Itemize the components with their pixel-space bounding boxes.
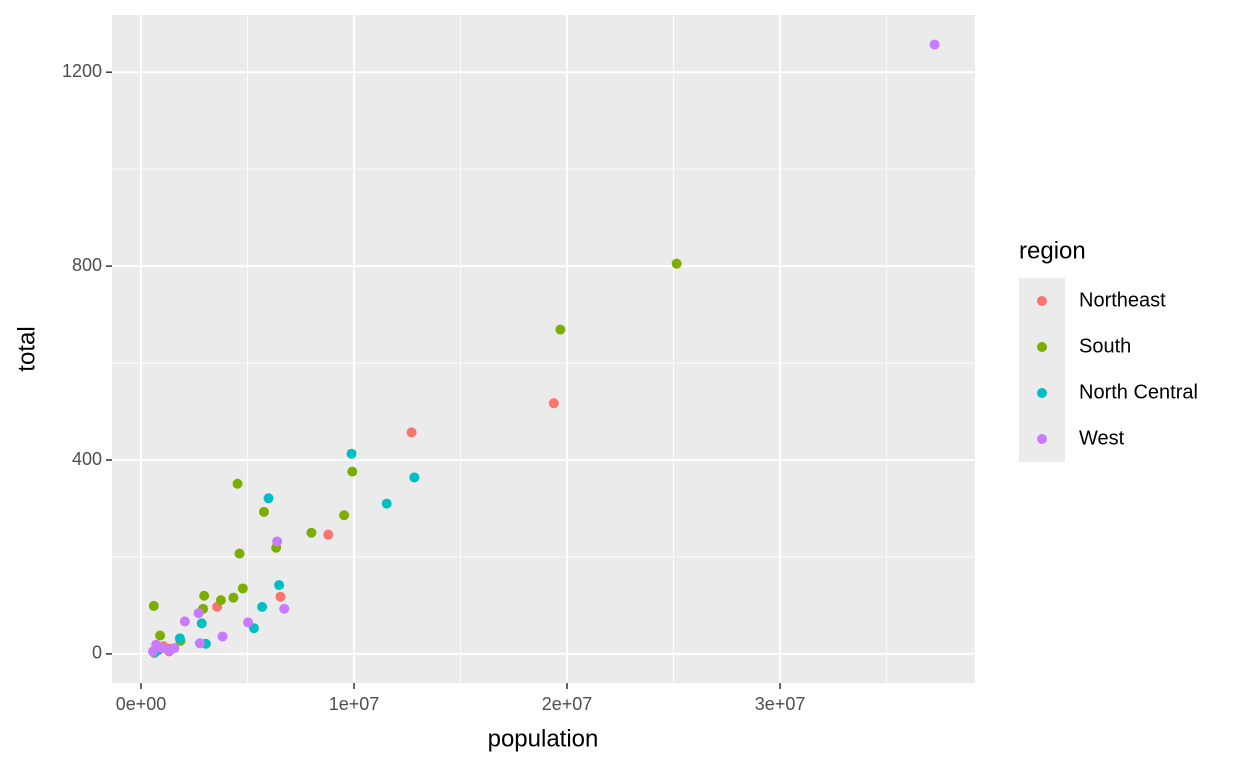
point xyxy=(148,600,159,611)
legend-label: West xyxy=(1079,427,1125,449)
point xyxy=(179,616,190,627)
point xyxy=(243,617,254,628)
panel xyxy=(112,15,975,683)
point xyxy=(147,646,158,657)
grid xyxy=(112,15,975,683)
point xyxy=(199,590,210,601)
legend-label: South xyxy=(1079,335,1131,357)
point xyxy=(381,498,392,509)
x-tick-label: 2e+07 xyxy=(542,694,593,714)
point xyxy=(548,398,559,409)
points xyxy=(147,39,940,658)
point xyxy=(228,592,239,603)
point xyxy=(234,548,245,559)
point xyxy=(347,466,358,477)
point xyxy=(323,529,334,540)
point xyxy=(272,536,283,547)
y-tick-label: 0 xyxy=(92,643,102,663)
point xyxy=(169,643,180,654)
y-tick-label: 800 xyxy=(72,255,102,275)
point xyxy=(237,583,248,594)
point xyxy=(406,427,417,438)
point xyxy=(671,258,682,269)
legend-title: region xyxy=(1019,237,1086,264)
point xyxy=(409,472,420,483)
x-tick-label: 1e+07 xyxy=(329,694,380,714)
point xyxy=(194,638,205,649)
point xyxy=(196,618,207,629)
y-axis-title: total xyxy=(13,326,40,371)
point xyxy=(275,591,286,602)
point xyxy=(555,324,566,335)
point xyxy=(279,603,290,614)
point xyxy=(346,448,357,459)
legend-label: North Central xyxy=(1079,381,1198,403)
point xyxy=(339,510,350,521)
point xyxy=(263,493,274,504)
point xyxy=(193,608,204,619)
legend-key xyxy=(1037,388,1047,398)
point xyxy=(258,506,269,517)
y-tick-label: 1200 xyxy=(62,61,102,81)
legend-key xyxy=(1037,296,1047,306)
point xyxy=(306,527,317,538)
legend-key xyxy=(1037,434,1047,444)
point xyxy=(157,643,168,654)
legend-background xyxy=(1019,278,1065,462)
point xyxy=(174,633,185,644)
legend-key xyxy=(1037,342,1047,352)
legend-label: Northeast xyxy=(1079,289,1166,311)
x-tick-label: 0e+00 xyxy=(116,694,167,714)
point xyxy=(257,601,268,612)
point xyxy=(274,580,285,591)
x-axis-title: population xyxy=(488,725,599,752)
point xyxy=(929,39,940,50)
y-tick-label: 400 xyxy=(72,449,102,469)
x-tick-label: 3e+07 xyxy=(755,694,806,714)
point xyxy=(155,630,166,641)
point xyxy=(215,595,226,606)
legend: Northeast South North Central West xyxy=(1019,278,1198,462)
point xyxy=(217,631,228,642)
point xyxy=(232,478,243,489)
